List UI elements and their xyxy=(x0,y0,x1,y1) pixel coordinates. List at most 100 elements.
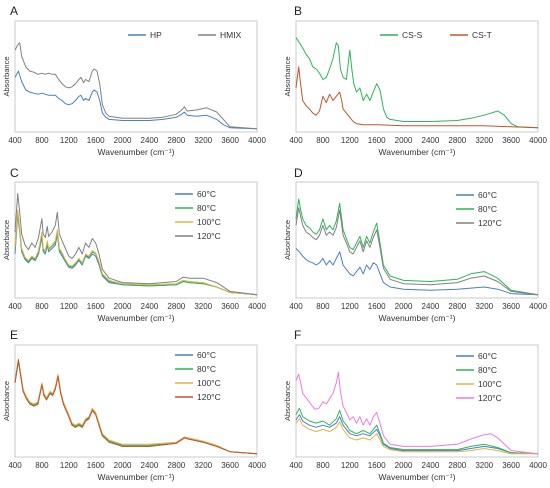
x-tick-label: 2800 xyxy=(448,461,466,470)
x-tick-label: 3600 xyxy=(221,302,239,311)
legend-label: HMIX xyxy=(220,30,242,40)
series-line-60c xyxy=(14,361,258,455)
legend: 60°C 80°C 100°C 120°C xyxy=(175,189,221,241)
x-axis-label: Wavenumber (cm⁻¹) xyxy=(98,147,175,157)
y-axis-label: Absorbance xyxy=(2,56,11,96)
legend-label: 60°C xyxy=(197,189,216,199)
plot-frame xyxy=(14,181,258,299)
legend-label: 120°C xyxy=(197,392,221,402)
x-tick-label: 1600 xyxy=(368,461,386,470)
series-line-80c xyxy=(14,211,258,296)
x-tick-label: 1600 xyxy=(368,136,386,145)
x-tick-label: 4000 xyxy=(248,136,266,145)
x-tick-label: 3200 xyxy=(194,302,212,311)
x-tick-label: 1200 xyxy=(60,461,78,470)
legend-label: 80°C xyxy=(478,204,497,214)
panel-d: D 400 800 1200 1600 2000 2400 2800 3200 3600 4000 W… xyxy=(283,166,547,323)
x-tick-label: 2000 xyxy=(395,461,413,470)
legend-label: 80°C xyxy=(478,365,497,375)
x-tick-label: 400 xyxy=(289,136,303,145)
x-tick-label: 4000 xyxy=(529,136,547,145)
series-line-60c xyxy=(295,414,539,455)
legend: 60°C 80°C 120°C xyxy=(456,190,502,228)
x-tick-label: 2400 xyxy=(422,302,440,311)
x-tick-label: 400 xyxy=(289,461,303,470)
x-tick-label: 4000 xyxy=(529,302,547,311)
x-tick-label: 2400 xyxy=(141,136,159,145)
series-line-80c xyxy=(295,407,539,455)
x-tick-label: 2400 xyxy=(422,461,440,470)
y-axis-label: Absorbance xyxy=(283,220,292,260)
series-line-120c xyxy=(295,371,539,455)
panel-letter: D xyxy=(294,166,303,180)
legend: HP HMIX xyxy=(128,30,242,40)
x-tick-label: 2800 xyxy=(448,136,466,145)
legend-label: CS-S xyxy=(402,30,423,40)
series-line-css xyxy=(295,37,539,129)
x-tick-label: 3200 xyxy=(475,302,493,311)
x-tick-label: 1200 xyxy=(60,136,78,145)
legend: CS-S CS-T xyxy=(380,30,492,40)
legend-label: HP xyxy=(150,30,162,40)
legend-label: 120°C xyxy=(197,231,221,241)
legend-label: 100°C xyxy=(197,217,221,227)
x-tick-label: 3200 xyxy=(194,136,212,145)
panel-a: A 400 800 1200 1600 2000 2400 2800 3200 3600 4000 W… xyxy=(2,4,266,157)
panel-letter: F xyxy=(294,328,301,342)
y-axis-label: Absorbance xyxy=(2,381,11,421)
panel-e: E 400 800 1200 1600 2000 2400 2800 3200 3600 4000 W… xyxy=(2,328,266,482)
panel-letter: C xyxy=(10,166,19,180)
panel-letter: E xyxy=(10,328,18,342)
series-line-100c xyxy=(14,359,258,455)
x-tick-label: 1600 xyxy=(87,136,105,145)
x-tick-label: 2400 xyxy=(422,136,440,145)
panel-letter: A xyxy=(10,4,18,18)
x-tick-label: 400 xyxy=(289,302,303,311)
x-tick-label: 2000 xyxy=(114,136,132,145)
x-tick-label: 4000 xyxy=(248,461,266,470)
x-tick-label: 4000 xyxy=(529,461,547,470)
series-line-100c xyxy=(295,418,538,455)
x-tick-label: 1200 xyxy=(341,302,359,311)
x-tick-label: 1200 xyxy=(60,302,78,311)
x-tick-label: 2000 xyxy=(395,136,413,145)
x-tick-label: 2800 xyxy=(167,461,185,470)
legend-label: 60°C xyxy=(197,350,216,360)
x-tick-label: 2800 xyxy=(448,302,466,311)
legend-label: 100°C xyxy=(478,379,502,389)
legend-label: 80°C xyxy=(197,203,216,213)
x-tick-label: 800 xyxy=(316,136,330,145)
x-tick-label: 800 xyxy=(35,302,49,311)
x-tick-label: 800 xyxy=(35,461,49,470)
plot-frame xyxy=(295,181,539,299)
x-axis-label: Wavenumber (cm⁻¹) xyxy=(98,313,175,323)
series-line-120c xyxy=(14,359,258,455)
x-tick-label: 1600 xyxy=(368,302,386,311)
legend-label: 120°C xyxy=(478,393,502,403)
series-line-100c xyxy=(14,209,258,296)
x-tick-label: 2800 xyxy=(167,136,185,145)
legend-label: 100°C xyxy=(197,378,221,388)
legend-label: 60°C xyxy=(478,190,497,200)
x-tick-label: 2000 xyxy=(114,461,132,470)
y-axis-label: Absorbance xyxy=(283,56,292,96)
legend-label: CS-T xyxy=(472,30,492,40)
x-tick-label: 800 xyxy=(316,461,330,470)
x-tick-label: 400 xyxy=(8,461,22,470)
x-tick-label: 800 xyxy=(35,136,49,145)
x-tick-label: 1600 xyxy=(87,302,105,311)
series-line-hmix xyxy=(14,42,258,130)
panel-b: B 400 800 1200 1600 2000 2400 2800 3200 3600 4000 W… xyxy=(283,4,547,157)
panel-letter: B xyxy=(294,4,302,18)
legend: 60°C 80°C 100°C 120°C xyxy=(456,351,502,403)
panel-f: F 400 800 1200 1600 2000 2400 2800 3200 3600 4000 W… xyxy=(283,328,547,482)
legend-label: 60°C xyxy=(478,351,497,361)
x-tick-label: 3600 xyxy=(502,302,520,311)
x-tick-label: 400 xyxy=(8,136,22,145)
x-tick-label: 3600 xyxy=(502,461,520,470)
x-axis-label: Wavenumber (cm⁻¹) xyxy=(379,147,456,157)
x-tick-label: 3600 xyxy=(221,461,239,470)
legend-label: 120°C xyxy=(478,218,502,228)
series-line-120c xyxy=(14,193,258,296)
